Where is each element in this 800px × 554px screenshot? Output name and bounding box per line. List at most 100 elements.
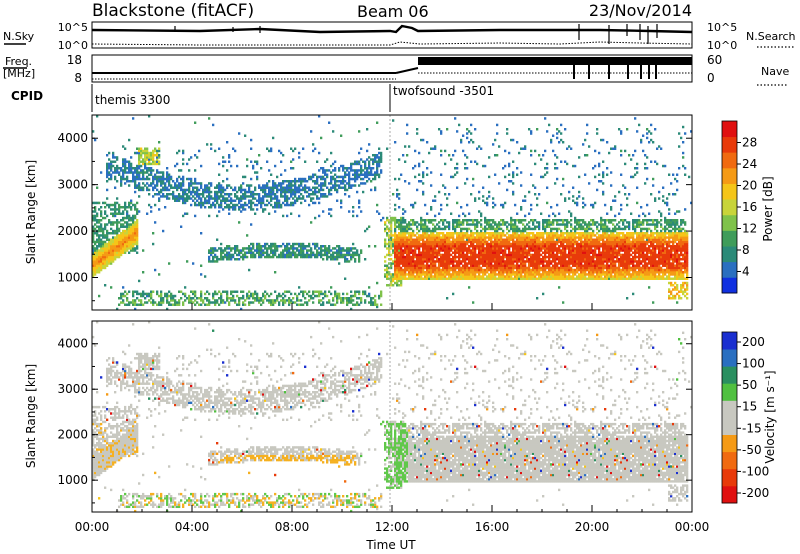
power-cell (170, 175, 173, 179)
power-cell (142, 186, 145, 189)
power-cell (450, 240, 453, 244)
power-cell (426, 266, 429, 270)
power-cell (410, 268, 413, 272)
power-cell (118, 249, 121, 252)
power-cell (252, 195, 255, 198)
power-cell (464, 240, 467, 244)
power-cell (438, 234, 441, 237)
power-cell (356, 173, 359, 176)
power-cell (406, 247, 409, 250)
power-cell (188, 301, 191, 304)
power-cell (408, 253, 411, 257)
power-cell (544, 242, 547, 246)
power-cell (484, 271, 487, 274)
power-cell (466, 236, 469, 239)
power-cell (190, 203, 193, 207)
power-cell (480, 232, 483, 235)
power-cell (526, 277, 529, 280)
power-cell (314, 188, 317, 192)
power-cell (118, 251, 121, 254)
power-cell (546, 242, 549, 246)
power-cell (510, 258, 513, 261)
power-cell (280, 182, 283, 185)
power-cell (290, 190, 293, 194)
power-cell (500, 255, 503, 259)
power-cell (398, 271, 401, 274)
power-cell (266, 299, 269, 302)
power-cell (258, 251, 261, 254)
power-cell (380, 156, 383, 159)
power-cell (548, 253, 551, 257)
power-cell (242, 297, 245, 300)
power-cell (116, 229, 119, 233)
power-cell (158, 208, 161, 211)
power-cell (508, 180, 511, 183)
power-cell (218, 210, 221, 213)
power-cell (112, 236, 115, 239)
power-cell (140, 147, 143, 150)
power-cell (188, 184, 191, 187)
power-cell (346, 188, 349, 192)
power-cell (478, 251, 481, 254)
power-cell (250, 199, 253, 202)
power-cell (352, 214, 355, 218)
power-cell (440, 203, 443, 207)
power-cell (274, 203, 277, 207)
power-cell (512, 232, 515, 235)
power-cell (234, 203, 237, 207)
power-cell (252, 253, 255, 257)
power-cell (434, 199, 437, 202)
power-cell (546, 236, 549, 239)
power-cell (386, 247, 389, 250)
power-cell (168, 180, 171, 183)
power-cell (514, 236, 517, 239)
power-cell (314, 290, 317, 293)
power-cell (502, 264, 505, 267)
power-cell (540, 175, 543, 179)
power-cell (424, 277, 427, 280)
power-cell (126, 210, 129, 213)
power-cell (470, 273, 473, 276)
power-cell (434, 253, 437, 257)
power-cell (268, 253, 271, 257)
power-cell (118, 253, 121, 257)
power-cell (516, 264, 519, 267)
power-cell (546, 221, 549, 224)
power-cell (110, 238, 113, 241)
power-cell (552, 273, 555, 276)
power-cell (518, 227, 521, 231)
power-cell (446, 240, 449, 244)
power-cell (426, 141, 429, 144)
power-cell (160, 297, 163, 300)
power-cell (548, 268, 551, 272)
power-cell (494, 203, 497, 207)
power-cell (398, 258, 401, 261)
power-cell (242, 303, 245, 306)
power-cell (272, 184, 275, 187)
power-cell (122, 234, 125, 237)
power-cell (426, 258, 429, 261)
power-cell (500, 236, 503, 239)
power-cell (288, 247, 291, 250)
power-cell (314, 255, 317, 259)
power-cell (198, 193, 201, 196)
power-cell (144, 184, 147, 187)
power-cell (436, 258, 439, 261)
power-cell (482, 253, 485, 257)
power-cell (396, 247, 399, 250)
power-cell (410, 203, 413, 207)
power-cell (258, 299, 261, 302)
power-cell (292, 253, 295, 257)
power-cell (192, 190, 195, 194)
power-cell (134, 182, 137, 185)
power-cell (416, 221, 419, 224)
power-cell (408, 262, 411, 265)
power-cell (226, 290, 229, 293)
power-cell (466, 275, 469, 278)
power-cell (328, 212, 331, 215)
power-cell (110, 208, 113, 211)
power-cell (350, 307, 353, 311)
power-cell (340, 251, 343, 254)
power-cell (418, 251, 421, 254)
power-cell (118, 203, 121, 207)
